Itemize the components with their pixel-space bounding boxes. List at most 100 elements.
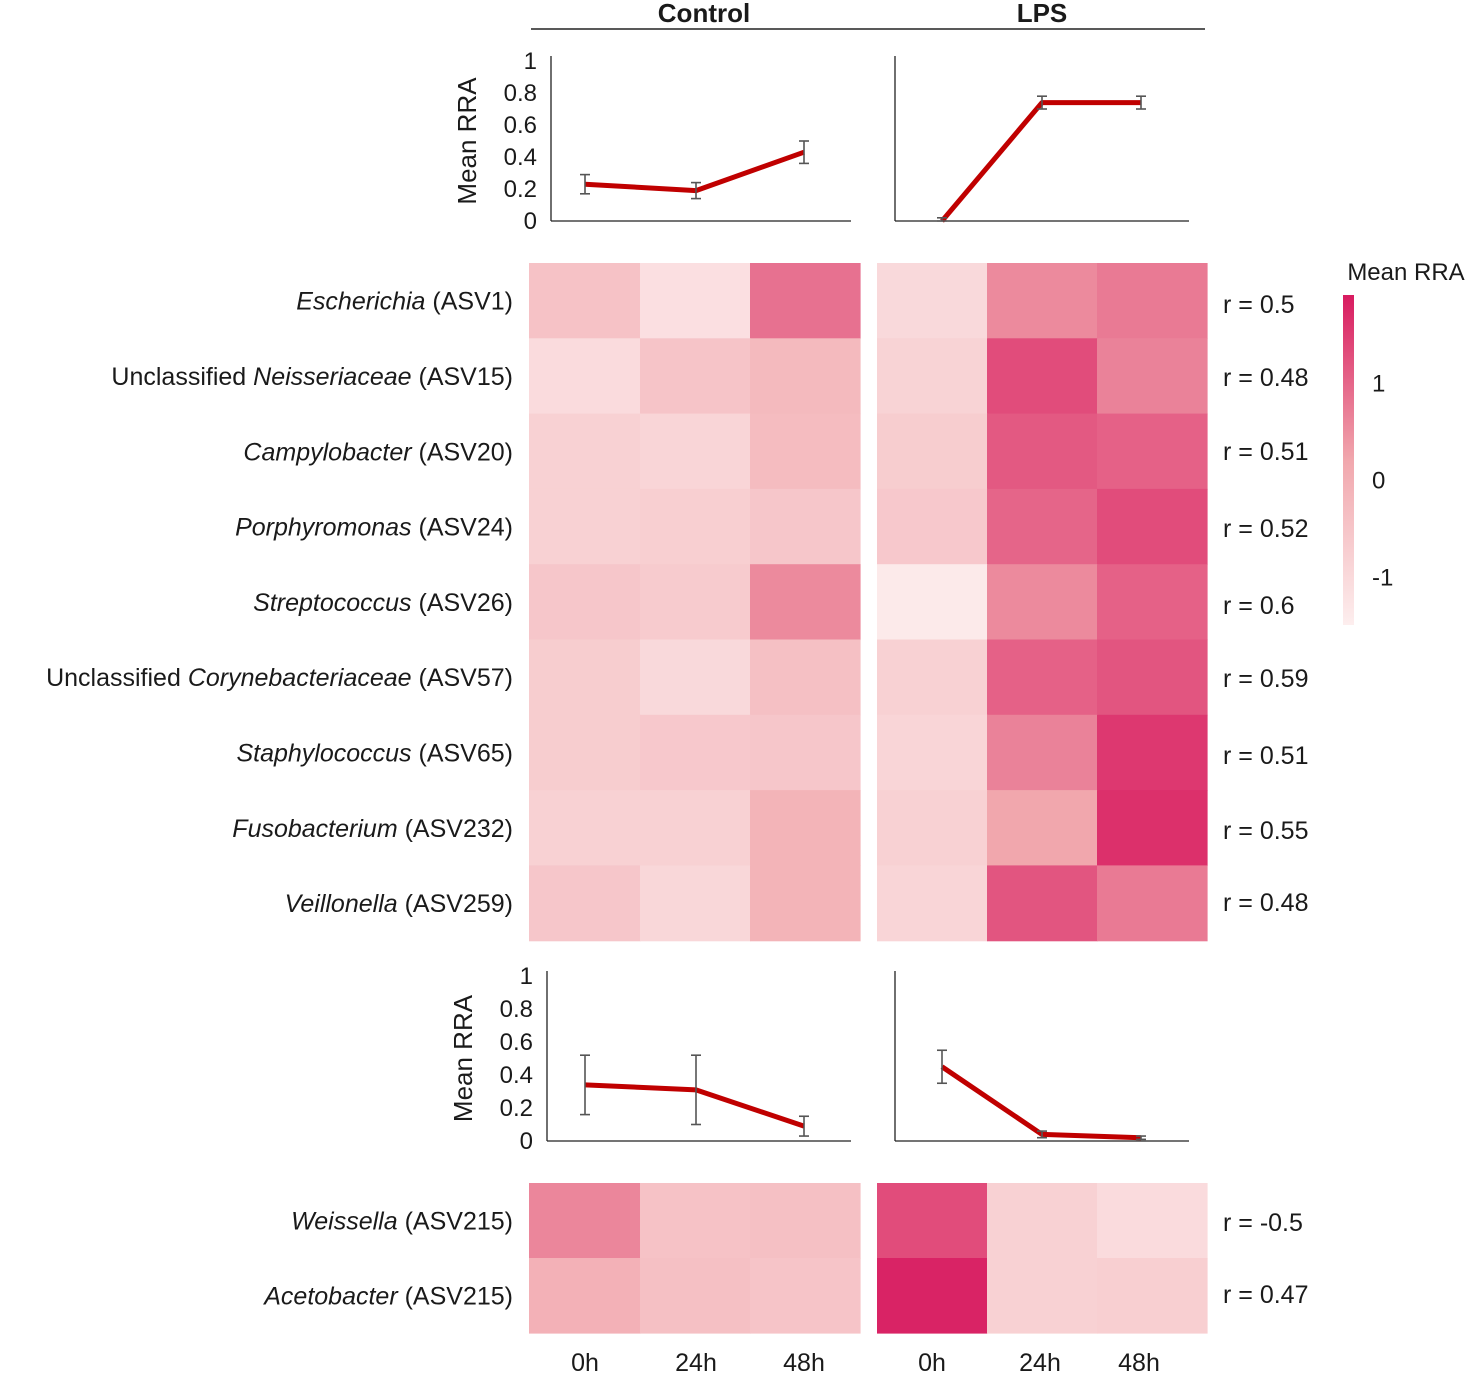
error-bar xyxy=(799,140,809,165)
y-tick-label: 0 xyxy=(520,1128,533,1155)
x-tick-label-lps: 48h xyxy=(1118,1349,1160,1374)
heatmap-cell-lps xyxy=(1097,1183,1208,1259)
control-group-title: Control xyxy=(658,0,750,28)
heatmap-cell-control xyxy=(529,714,641,791)
heatmap-cell-lps xyxy=(877,865,988,942)
heatmap-cell-control xyxy=(640,714,751,791)
x-tick-label-control: 48h xyxy=(783,1349,825,1374)
series-line xyxy=(584,1082,805,1129)
y-tick-label: 0.2 xyxy=(500,1095,533,1122)
error-bar xyxy=(691,181,701,200)
heatmap-cell-lps xyxy=(987,639,1098,716)
row-label: Porphyromonas (ASV24) xyxy=(235,514,513,542)
error-bar xyxy=(799,1115,809,1137)
heatmap-cell-control xyxy=(750,790,861,866)
error-bar xyxy=(1037,1130,1047,1139)
heatmap-cell-control xyxy=(750,263,861,339)
correlation-value: r = 0.59 xyxy=(1223,665,1308,693)
lps-group-title: LPS xyxy=(1017,0,1068,28)
series-line xyxy=(940,1064,1142,1141)
heatmap-cell-lps xyxy=(987,865,1098,942)
heatmap-cell-lps xyxy=(987,714,1098,791)
heatmap-cell-control xyxy=(640,865,751,942)
row-label: Staphylococcus (ASV65) xyxy=(236,739,513,767)
y-tick-label: 1 xyxy=(520,963,533,990)
heatmap-cell-lps xyxy=(987,338,1098,415)
correlation-value: r = 0.5 xyxy=(1223,291,1295,319)
bottom-heatmap: Weissella (ASV215) r = -0.5 Acetobacter (A… xyxy=(262,1183,1308,1334)
heatmap-cell-control xyxy=(529,338,641,415)
x-tick-label-control: 0h xyxy=(571,1349,599,1374)
correlation-value: r = -0.5 xyxy=(1223,1209,1303,1237)
error-bar xyxy=(580,173,590,195)
row-label: Fusobacterium (ASV232) xyxy=(232,815,513,843)
heatmap-cell-lps xyxy=(987,790,1098,866)
correlation-value: r = 0.48 xyxy=(1223,889,1308,917)
y-axis-label: Mean RRA xyxy=(448,994,478,1122)
y-tick-label: 0.8 xyxy=(500,996,533,1023)
correlation-value: r = 0.51 xyxy=(1223,438,1308,466)
heatmap-cell-lps xyxy=(1097,639,1208,716)
heatmap-cell-lps xyxy=(987,488,1098,565)
heatmap-cell-lps xyxy=(877,338,988,415)
heatmap-cell-lps xyxy=(877,488,988,565)
row-label: Weissella (ASV215) xyxy=(291,1208,513,1236)
legend-tick-label: 1 xyxy=(1372,370,1385,397)
x-tick-label-lps: 0h xyxy=(918,1349,946,1374)
heatmap-cell-control xyxy=(750,564,861,641)
heatmap-cell-lps xyxy=(987,564,1098,641)
heatmap-cell-control xyxy=(750,639,861,716)
correlation-value: r = 0.47 xyxy=(1223,1281,1308,1309)
error-bar xyxy=(937,217,947,222)
row-label: Escherichia (ASV1) xyxy=(296,288,513,316)
bottom-lps-line-chart xyxy=(894,971,1189,1142)
heatmap-cell-lps xyxy=(877,790,988,866)
legend-ticks: 1 0 -1 xyxy=(1372,370,1393,591)
heatmap-cell-lps xyxy=(877,714,988,791)
legend-tick-label: 0 xyxy=(1372,467,1385,494)
heatmap-cell-lps xyxy=(1097,714,1208,791)
heatmap-cell-lps xyxy=(987,413,1098,490)
heatmap-cell-lps xyxy=(1097,488,1208,565)
heatmap-cell-control xyxy=(529,413,641,490)
heatmap-cell-lps xyxy=(987,1183,1098,1259)
error-bar xyxy=(1136,95,1146,110)
heatmap-cell-control xyxy=(529,1183,641,1259)
heatmap-cell-lps xyxy=(877,413,988,490)
heatmap-cell-control xyxy=(640,488,751,565)
legend-tick-label: -1 xyxy=(1372,564,1393,591)
top-lps-line-chart xyxy=(894,56,1189,223)
legend-colorbar xyxy=(1343,295,1354,625)
heatmap-cell-control xyxy=(750,714,861,791)
correlation-value: r = 0.51 xyxy=(1223,742,1308,770)
correlation-value: r = 0.52 xyxy=(1223,515,1308,543)
heatmap-cell-control xyxy=(529,865,641,942)
y-tick-label: 0.6 xyxy=(504,112,537,139)
error-bar xyxy=(580,1054,590,1116)
heatmap-cell-control xyxy=(750,338,861,415)
heatmap-cell-lps xyxy=(877,639,988,716)
heatmap-cell-control xyxy=(529,564,641,641)
error-bar xyxy=(1037,95,1047,110)
heatmap-cell-lps xyxy=(1097,413,1208,490)
error-bar xyxy=(937,1049,947,1085)
bottom-control-line-chart: 0 0.2 0.4 0.6 0.8 1 Mean RRA xyxy=(448,963,851,1155)
row-label: Veillonella (ASV259) xyxy=(285,890,513,918)
heatmap-cell-control xyxy=(750,488,861,565)
correlation-value: r = 0.48 xyxy=(1223,364,1308,392)
y-tick-label: 0.4 xyxy=(504,144,537,171)
heatmap-cell-lps xyxy=(877,1258,988,1334)
y-tick-label: 1 xyxy=(524,48,537,75)
series-line xyxy=(584,149,805,194)
error-bar xyxy=(691,1054,701,1126)
heatmap-cell-lps xyxy=(1097,263,1208,339)
x-tick-label-lps: 24h xyxy=(1019,1349,1061,1374)
heatmap-cell-control xyxy=(750,865,861,942)
row-label: Unclassified Corynebacteriaceae (ASV57) xyxy=(46,664,513,692)
top-control-line-chart: 0 0.2 0.4 0.6 0.8 1 Mean RRA xyxy=(452,48,851,235)
x-axis-labels: 0h 0h 24h 24h 48h 48h xyxy=(571,1349,1160,1374)
heatmap-cell-control xyxy=(750,1183,861,1259)
error-bar xyxy=(1136,1135,1146,1141)
heatmap-cell-control xyxy=(529,790,641,866)
heatmap-cell-lps xyxy=(1097,338,1208,415)
